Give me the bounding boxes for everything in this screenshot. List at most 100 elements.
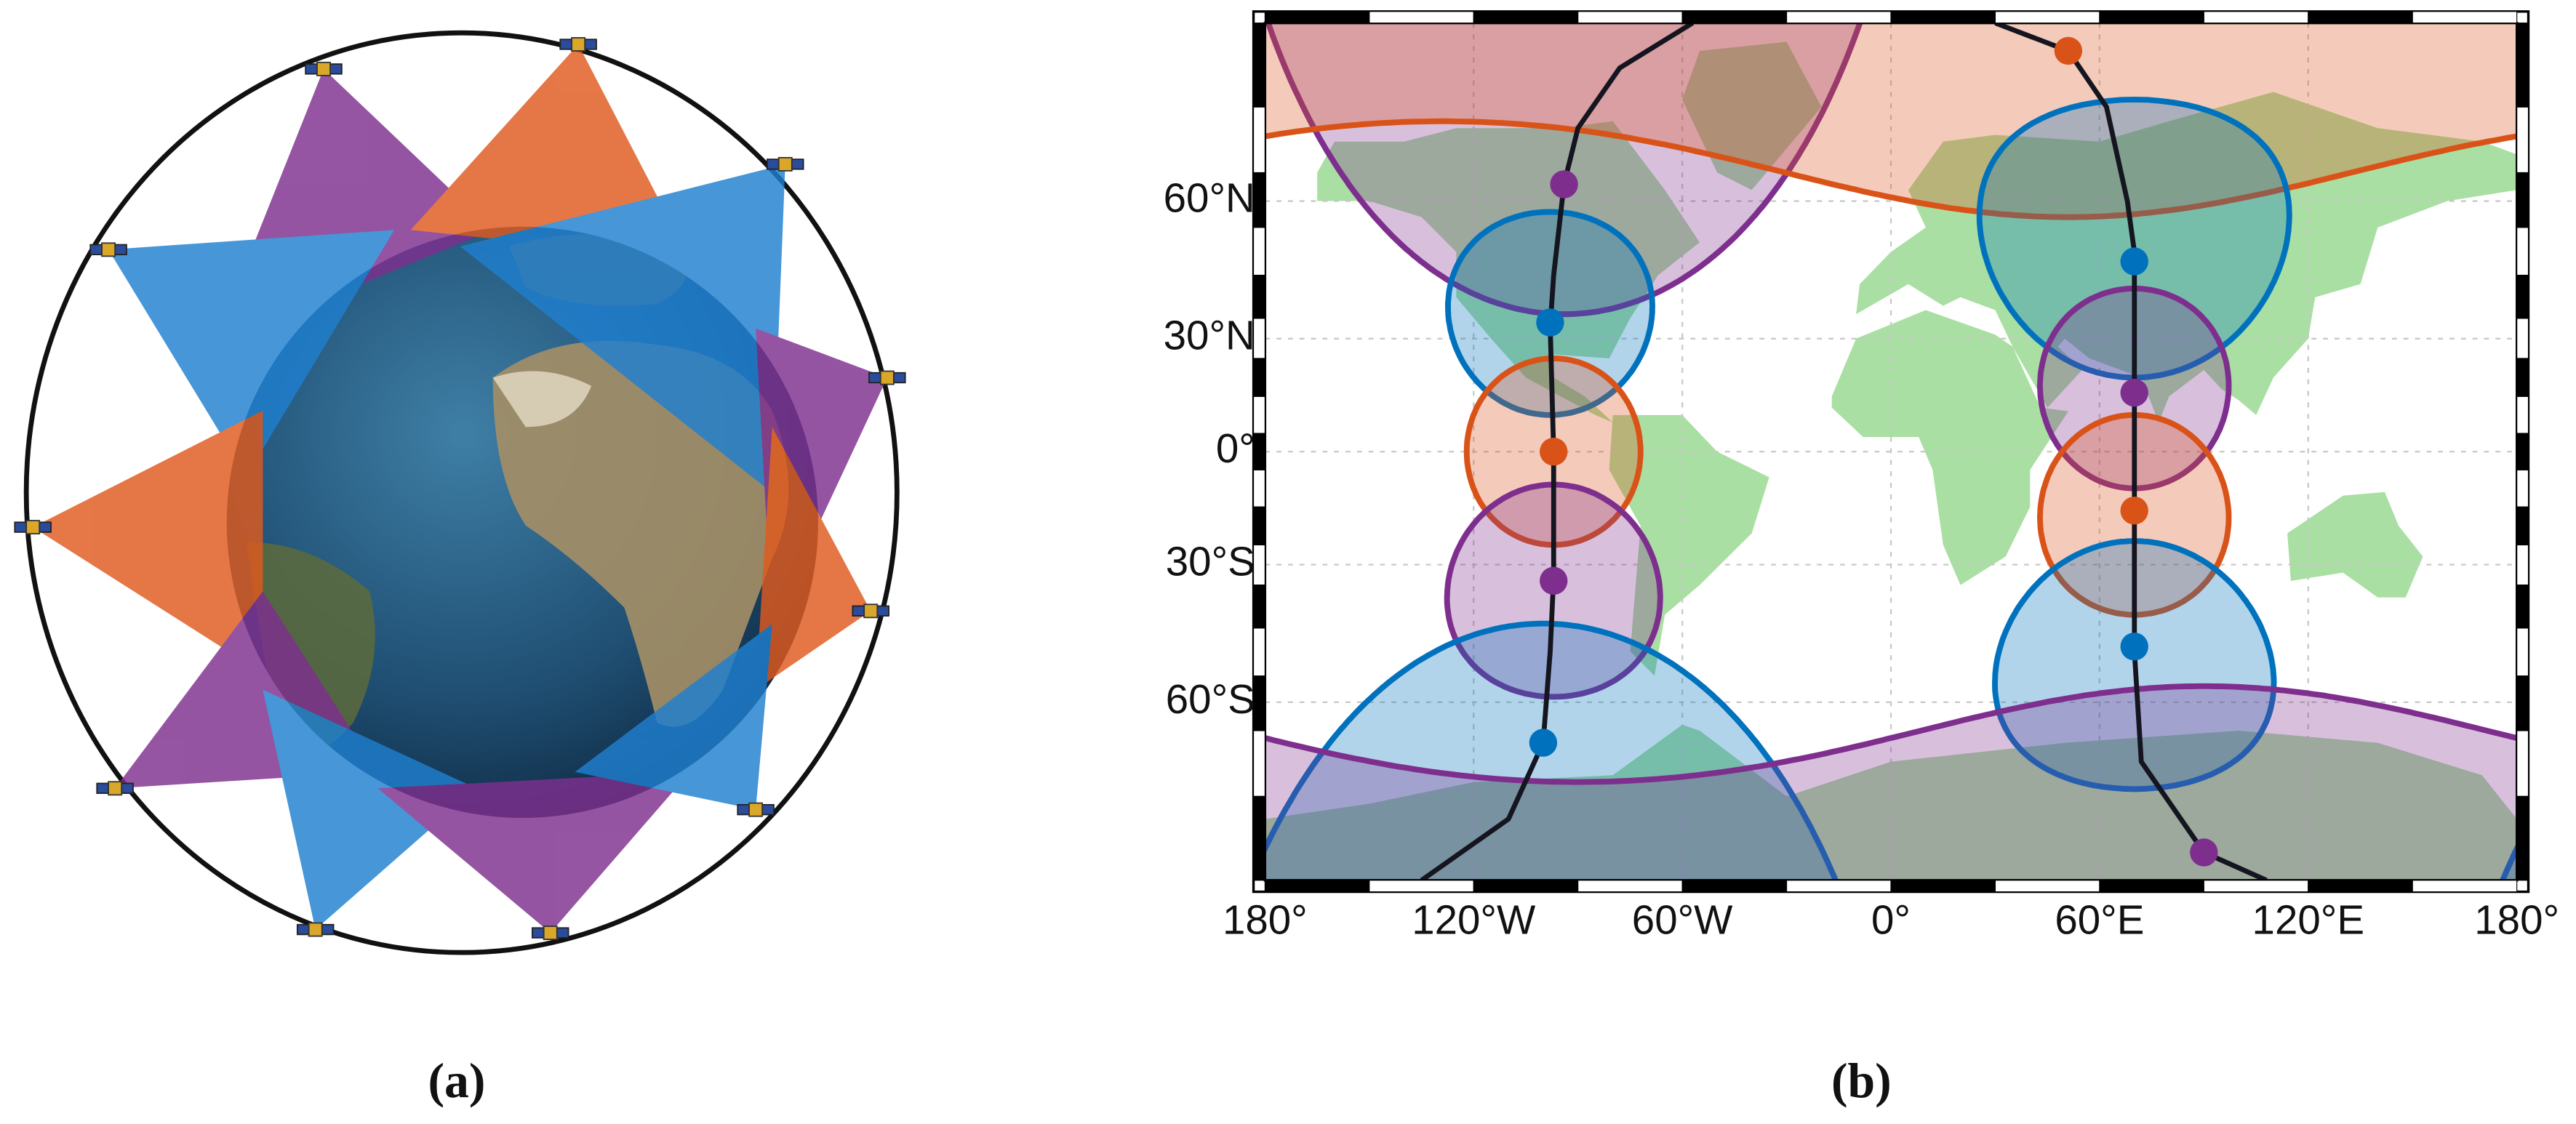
frame-segment <box>1252 506 1265 546</box>
frame-segment <box>1252 627 1265 677</box>
frame-segment <box>1252 675 1265 731</box>
frame-segment <box>2516 358 2529 397</box>
coverage-area <box>1265 620 2517 880</box>
frame-segment <box>2412 11 2518 24</box>
frame-segment <box>2099 11 2204 24</box>
x-tick-label: 60°W <box>1632 896 1733 942</box>
satellite-point <box>2190 838 2218 867</box>
continent <box>1831 310 2068 585</box>
ground-track <box>1420 23 1695 880</box>
frame-segment <box>2412 880 2518 893</box>
satellite-point <box>2120 378 2148 407</box>
frame-segment <box>1252 106 1265 174</box>
y-tick-label: 0° <box>1216 425 1255 471</box>
frame-segment <box>1252 274 1265 319</box>
frame-segment <box>1252 433 1265 470</box>
frame-segment <box>1252 227 1265 276</box>
satellite-point <box>1536 308 1564 337</box>
continent <box>2287 491 2423 598</box>
frame-segment <box>2516 227 2529 276</box>
grid <box>1265 23 2517 880</box>
frame-segment <box>1786 11 1892 24</box>
x-tick-label: 60°E <box>2055 896 2144 942</box>
satellite-point <box>2054 36 2083 65</box>
frame-segment <box>1577 880 1683 893</box>
frame-segment <box>2516 506 2529 546</box>
frame-segment <box>1681 880 1788 893</box>
frame-segment <box>2516 274 2529 319</box>
panel-label: (a) <box>428 1053 485 1108</box>
x-tick-label: 0° <box>1871 896 1911 942</box>
frame-segment <box>2516 675 2529 731</box>
frame-segment <box>1252 469 1265 507</box>
satellite-point <box>2120 247 2148 276</box>
frame-segment <box>2516 318 2529 359</box>
frame-segment <box>1252 358 1265 397</box>
frame-segment <box>1252 396 1265 434</box>
frame-segment <box>1252 23 1265 108</box>
frame-segment <box>1890 880 1996 893</box>
coverage-area <box>1265 23 1863 318</box>
frame-segment <box>2516 795 2529 881</box>
frame-segment <box>1252 795 1265 881</box>
frame-segment <box>1473 880 1579 893</box>
frame-segment <box>1252 318 1265 359</box>
frame-segment <box>1473 11 1579 24</box>
frame-segment <box>1369 880 1474 893</box>
y-tick-label: 60°N <box>1164 174 1255 220</box>
tick-labels: 60°N 30°N 0° 30°S 60°S 180° 120°W 60°W 0° 60°E 120… <box>1164 174 2559 942</box>
frame-segment <box>2516 469 2529 507</box>
frame-segment <box>1994 880 2100 893</box>
satellite-point <box>2120 497 2148 525</box>
x-tick-label: 120°E <box>2252 896 2364 942</box>
sub-satellite-points <box>1529 36 2218 867</box>
panel-a: (a) <box>14 30 906 1108</box>
frame-segment <box>1786 880 1892 893</box>
y-tick-label: 30°S <box>1166 539 1255 585</box>
frame-segment <box>1252 172 1265 228</box>
x-tick-label: 120°W <box>1412 896 1536 942</box>
frame-segment <box>1252 584 1265 629</box>
frame-segment <box>1890 11 1996 24</box>
frame-segment <box>2516 584 2529 629</box>
satellite-point <box>1540 566 1568 595</box>
frame-segment <box>2516 172 2529 228</box>
y-tick-label: 30°N <box>1164 313 1255 358</box>
land <box>1265 41 2517 880</box>
frame-segment <box>1994 11 2100 24</box>
frame-segment <box>1369 11 1474 24</box>
frame-segment <box>2308 11 2413 24</box>
frame-segment <box>2516 544 2529 586</box>
continent <box>1609 414 1769 676</box>
satellite-point <box>2120 633 2148 661</box>
x-tick-label: 180° <box>2474 896 2559 942</box>
satellite-point <box>1540 438 1568 466</box>
frame-segment <box>1252 544 1265 586</box>
y-tick-label: 60°S <box>1166 676 1255 722</box>
frame-segment <box>2516 627 2529 677</box>
frame-segment <box>2516 23 2529 108</box>
frame-segment <box>1577 11 1683 24</box>
coverage-area <box>1265 683 2517 880</box>
frame-segment <box>1252 730 1265 797</box>
frame-segment <box>1681 11 1788 24</box>
coverage-cones <box>33 44 887 934</box>
continent <box>1317 121 1700 422</box>
x-tick-label: 180° <box>1223 896 1308 942</box>
frame-segment <box>2308 880 2413 893</box>
frame-segment <box>2516 396 2529 434</box>
frame-segment <box>2516 106 2529 174</box>
frame-segment <box>2099 880 2204 893</box>
continent <box>1682 41 1822 190</box>
frame-segment <box>1264 11 1370 24</box>
satellite-point <box>1529 728 1558 757</box>
map-frame <box>1252 10 2530 894</box>
frame-segment <box>2516 433 2529 470</box>
satellite-point <box>1550 170 1578 198</box>
coverage-area <box>1265 23 2517 220</box>
frame-segment <box>2203 11 2309 24</box>
frame-segment <box>1264 880 1370 893</box>
frame-segment <box>2203 880 2309 893</box>
frame-segment <box>2516 730 2529 797</box>
